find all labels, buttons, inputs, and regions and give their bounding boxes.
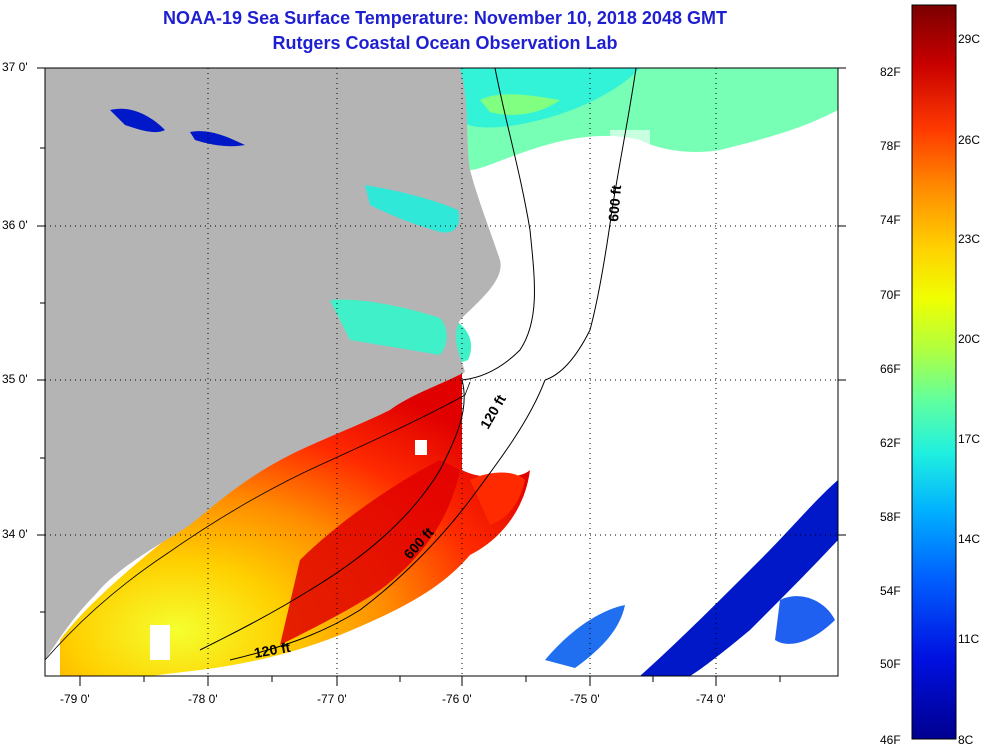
colorbar-c-label: 23C <box>958 232 981 246</box>
contour-600ft-north <box>544 68 637 381</box>
lon-label: -78 0' <box>188 692 218 706</box>
colorbar-f-label: 54F <box>880 584 901 598</box>
colorbar-f-label: 74F <box>880 213 901 227</box>
colorbar-c-label: 26C <box>958 133 981 147</box>
colorbar-f-label: 70F <box>880 288 901 302</box>
colorbar-f-label: 46F <box>880 733 901 747</box>
colorbar-c-label: 8C <box>958 733 974 747</box>
lon-label: -79 0' <box>60 692 90 706</box>
land <box>45 68 501 660</box>
colorbar <box>911 4 957 740</box>
cold-water-region <box>640 480 838 676</box>
warm-water-region <box>60 372 530 676</box>
lat-label: 37 0' <box>2 60 28 74</box>
lat-label: 36 0' <box>2 218 28 232</box>
colorbar-f-label: 62F <box>880 436 901 450</box>
lat-label: 34 0' <box>2 527 28 541</box>
contour-600ft-south <box>229 379 546 661</box>
contour-120ft-south <box>199 379 465 651</box>
map-title: NOAA-19 Sea Surface Temperature: Novembe… <box>163 8 727 28</box>
graticule <box>45 68 838 676</box>
contour-label: 600 ft <box>605 184 624 222</box>
lat-label: 35 0' <box>2 372 28 386</box>
colorbar-c-label: 11C <box>958 632 980 646</box>
colorbar-f-label: 50F <box>880 657 901 671</box>
colorbar-c-label: 17C <box>958 432 981 446</box>
map-subtitle: Rutgers Coastal Ocean Observation Lab <box>272 33 618 53</box>
colorbar-f-label: 78F <box>880 139 901 153</box>
lon-label: -74 0' <box>696 692 726 706</box>
colorbar-c-label: 20C <box>958 332 981 346</box>
lon-label: -76 0' <box>442 692 472 706</box>
colorbar-c-label: 29C <box>958 32 981 46</box>
lon-label: -77 0' <box>317 692 347 706</box>
contour-label: 120 ft <box>253 639 292 661</box>
colorbar-f-label: 58F <box>880 510 901 524</box>
contour-120ft-north <box>461 68 535 381</box>
colorbar-f-label: 66F <box>880 362 901 376</box>
colorbar-c-label: 14C <box>958 532 981 546</box>
lon-label: -75 0' <box>570 692 600 706</box>
colorbar-f-label: 82F <box>880 65 901 79</box>
